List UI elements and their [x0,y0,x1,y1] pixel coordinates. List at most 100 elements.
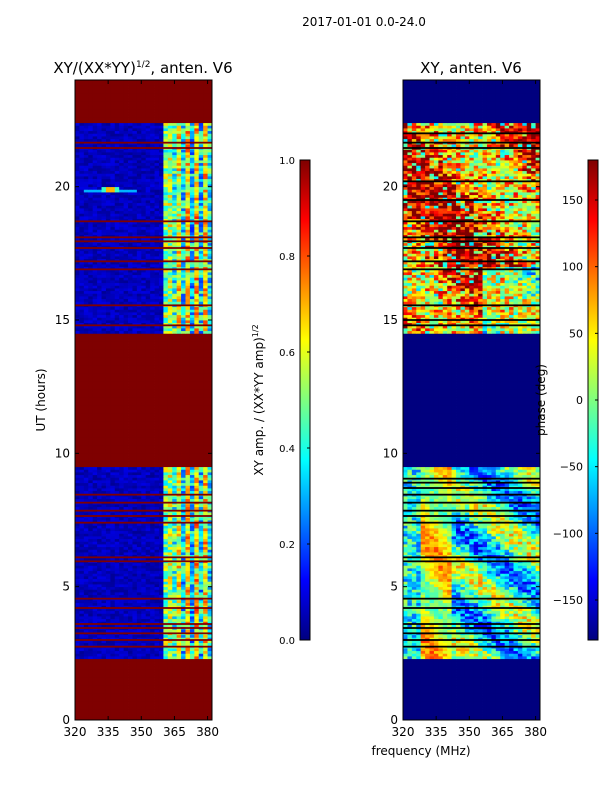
heatmap-cell [105,397,111,401]
heatmap-cell [145,616,151,620]
heatmap-cell [203,320,208,324]
heatmap-cell [163,408,169,412]
heatmap-cell [150,520,155,524]
heatmap-cell [123,696,129,700]
heatmap-cell [181,648,186,652]
heatmap-cell [88,426,94,430]
heatmap-cell [203,408,208,412]
heatmap-cell [141,589,147,593]
heatmap-cell [92,568,98,572]
heatmap-cell [198,322,204,326]
heatmap-cell [88,704,94,708]
heatmap-cell [194,672,200,676]
heatmap-cell [207,594,212,598]
heatmap-cell [189,522,195,526]
heatmap-cell [203,680,208,684]
heatmap-cell [132,584,138,588]
heatmap-cell [128,442,133,446]
heatmap-cell [198,602,204,606]
heatmap-cell [203,346,208,350]
heatmap-cell [158,712,164,716]
heatmap-cell [198,442,204,446]
heatmap-cell [114,666,120,670]
heatmap-cell [163,437,169,441]
heatmap-cell [185,669,191,673]
heatmap-cell [150,405,155,409]
heatmap-cell [145,298,151,302]
heatmap-cell [141,314,147,318]
heatmap-cell [145,325,151,329]
heatmap-cell [181,421,186,425]
heatmap-cell [167,669,173,673]
heatmap-cell [92,474,98,478]
heatmap-cell [114,592,120,596]
heatmap-cell [136,432,142,436]
heatmap-cell [123,541,129,545]
heatmap-cell [172,469,178,473]
heatmap-cell [105,621,111,625]
heatmap-cell [88,693,94,697]
heatmap-cell [101,533,107,537]
heatmap-cell [158,600,164,604]
heatmap-cell [154,538,160,542]
heatmap-cell [185,389,191,393]
heatmap-cell [176,557,182,561]
heatmap-cell [194,546,200,550]
heatmap-cell [79,496,85,500]
heatmap-cell [136,664,142,668]
heatmap-cell [79,309,85,313]
heatmap-cell [198,498,204,502]
heatmap-cell [101,608,107,612]
heatmap-cell [75,306,80,310]
heatmap-cell [167,453,173,457]
heatmap-cell [172,410,178,414]
heatmap-cell [75,642,80,646]
heatmap-cell [150,666,155,670]
heatmap-cell [79,581,85,585]
heatmap-cell [79,464,85,468]
heatmap-cell [154,680,160,684]
heatmap-cell [167,490,173,494]
heatmap-cell [145,472,151,476]
heatmap-cell [141,341,147,345]
heatmap-cell [132,325,138,329]
heatmap-cell [141,413,147,417]
heatmap-cell [141,600,147,604]
heatmap-cell [105,581,111,585]
heatmap-cell [176,709,182,713]
heatmap-cell [83,525,89,529]
heatmap-cell [158,330,164,334]
heatmap-cell [167,376,173,380]
heatmap-cell [172,616,178,620]
heatmap-cell [150,677,155,681]
heatmap-cell [88,400,94,404]
heatmap-cell [172,312,178,316]
heatmap-cell [163,362,169,366]
heatmap-cell [189,565,195,569]
heatmap-cell [194,498,200,502]
heatmap-cell [110,712,116,716]
heatmap-cell [207,405,212,409]
heatmap-cell [119,690,125,694]
heatmap-cell [128,696,133,700]
heatmap-cell [198,328,204,332]
heatmap-cell [88,658,94,662]
heatmap-cell [97,664,102,668]
heatmap-cell [207,690,212,694]
heatmap-cell [119,330,125,334]
heatmap-cell [176,685,182,689]
heatmap-cell [194,552,200,556]
heatmap-cell [101,370,107,374]
heatmap-cell [75,517,80,521]
heatmap-cell [176,440,182,444]
heatmap-cell [92,456,98,460]
heatmap-cell [128,650,133,654]
heatmap-cell [110,421,116,425]
heatmap-cell [136,386,142,390]
heatmap-cell [105,354,111,358]
heatmap-cell [119,536,125,540]
heatmap-cell [185,352,191,356]
heatmap-cell [128,661,133,665]
heatmap-cell [114,338,120,342]
heatmap-cell [172,432,178,436]
